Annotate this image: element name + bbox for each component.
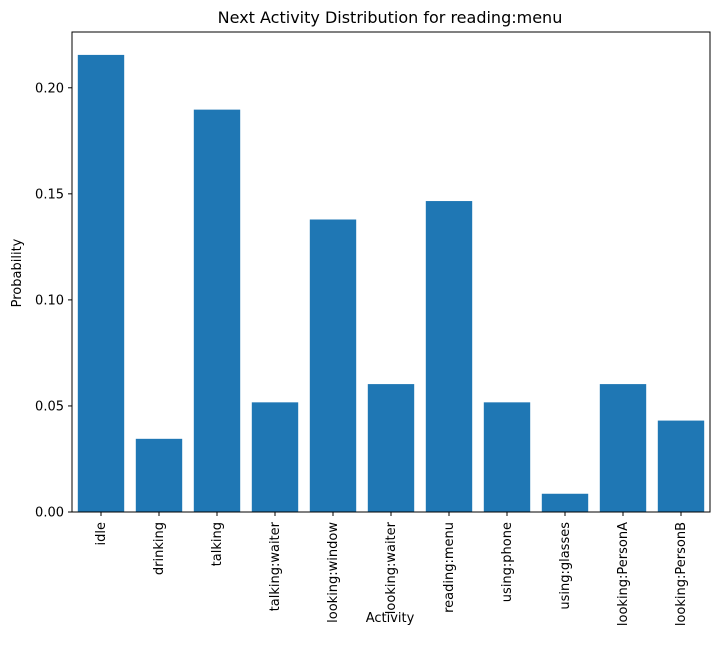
bar-using-phone [483,402,531,512]
x-axis-label: Activity [366,611,415,626]
x-tick-label: looking:waiter [384,521,399,614]
plot-frame [71,31,711,513]
bar-reading-menu [425,201,473,512]
bars-group [77,54,705,513]
x-tick-label: looking:window [326,522,341,623]
y-tick-label: 0.05 [35,399,64,414]
y-tick-label: 0.20 [35,81,64,96]
x-tick-label: reading:menu [442,522,457,613]
bar-idle [77,54,125,512]
x-tick-label: looking:PersonB [674,522,689,626]
x-tick-label: talking [210,522,225,566]
y-axis: 0.00 0.05 0.10 0.15 0.20 [35,81,72,521]
bar-looking-waiter [367,384,415,512]
bar-looking-persona [599,384,647,512]
x-tick-label: using:phone [500,522,515,602]
y-axis-label: Probability [10,238,25,307]
bar-using-glasses [541,493,589,512]
y-tick-label: 0.15 [35,187,64,202]
x-tick-label: talking:waiter [268,521,283,611]
bar-looking-personb [657,420,705,512]
x-tick-label: looking:PersonA [616,522,631,626]
bar-talking [193,109,241,512]
chart-title: Next Activity Distribution for reading:m… [218,8,563,27]
y-tick-label: 0.00 [35,506,64,521]
bar-drinking [135,438,183,512]
bar-looking-window [309,219,357,513]
x-tick-label: idle [94,522,109,545]
x-tick-label: drinking [152,522,167,575]
x-axis: idle drinking talking talking:waiter looking… [94,512,689,626]
bar-talking-waiter [251,402,299,512]
x-tick-label: using:glasses [558,522,573,610]
y-tick-label: 0.10 [35,293,64,308]
